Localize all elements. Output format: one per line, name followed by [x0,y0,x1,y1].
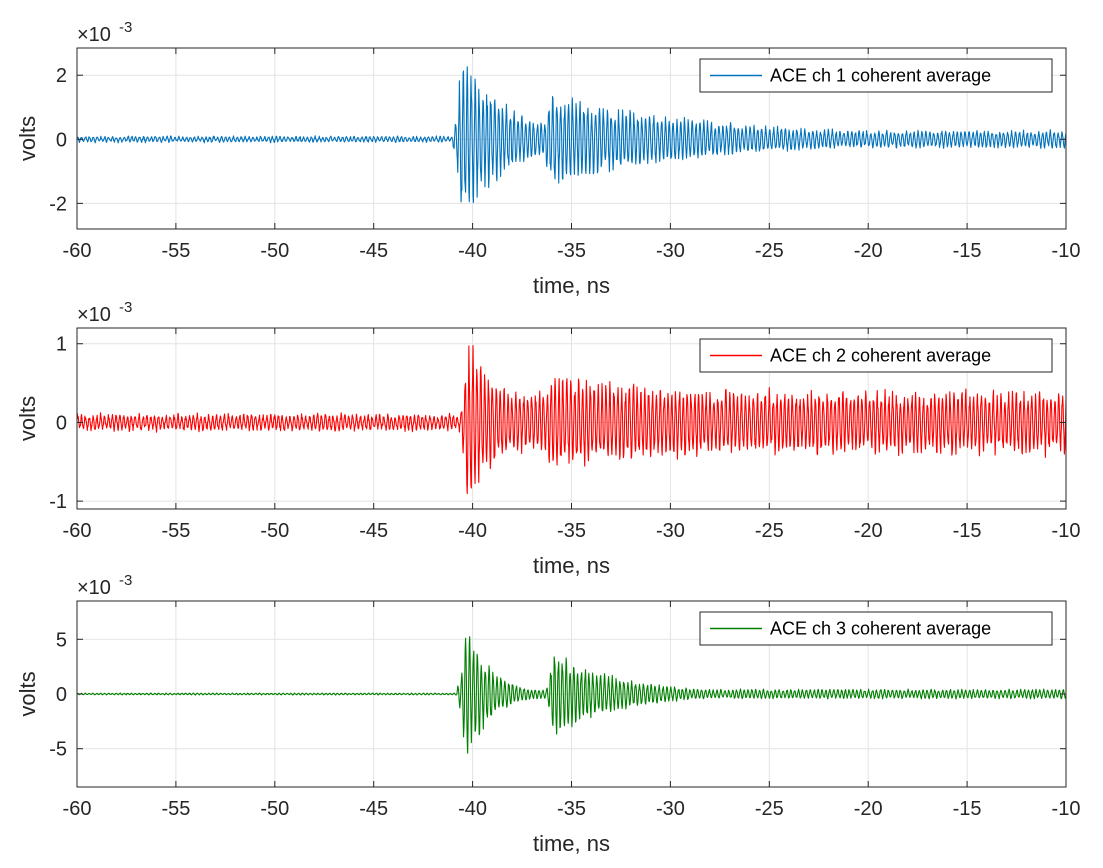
y-tick-label: 1 [56,334,67,356]
x-tick-label: -45 [359,798,388,820]
x-tick-label: -50 [260,798,289,820]
x-tick-label: -20 [854,520,883,542]
legend: ACE ch 2 coherent average [699,338,1053,373]
x-tick-label: -55 [161,798,190,820]
y-tick-label: -5 [49,739,67,761]
y-tick-label: -1 [49,491,67,513]
y-exponent-power: -3 [119,19,132,36]
x-tick-label: -15 [953,520,982,542]
x-tick-label: -10 [1052,798,1081,820]
x-tick-label: -40 [458,520,487,542]
x-tick-label: -30 [656,240,685,262]
legend-entry-label: ACE ch 3 coherent average [770,619,991,639]
x-tick-label: -15 [953,240,982,262]
y-axis-label: volts [15,396,40,441]
subplot-3: -60 -55 -50 -45 -40 -35 -30 -25 -20 -15 -10-505×10… [15,572,1080,856]
y-tick-label: -2 [49,193,67,215]
x-tick-label: -55 [161,240,190,262]
x-tick-label: -50 [260,240,289,262]
x-tick-label: -55 [161,520,190,542]
y-tick-label: 0 [56,129,67,151]
y-axis-label: volts [15,116,40,161]
legend-entry-label: ACE ch 1 coherent average [770,66,991,86]
y-exponent-power: -3 [119,572,132,589]
y-axis-label: volts [15,671,40,716]
x-tick-label: -60 [63,798,92,820]
subplot-2: -60 -55 -50 -45 -40 -35 -30 -25 -20 -15 -10-101×10… [15,299,1080,578]
x-tick-label: -35 [557,520,586,542]
series-line-ch3 [76,636,1067,754]
y-tick-label: 5 [56,629,67,651]
x-tick-label: -25 [755,798,784,820]
x-tick-label: -35 [557,798,586,820]
x-tick-label: -15 [953,798,982,820]
y-exponent-label: ×10 [77,24,111,46]
x-tick-label: -35 [557,240,586,262]
x-tick-label: -60 [63,240,92,262]
x-tick-label: -30 [656,520,685,542]
legend-entry-label: ACE ch 2 coherent average [770,346,991,366]
x-tick-label: -60 [63,520,92,542]
subplot-1: -60 -55 -50 -45 -40 -35 -30 -25 -20 -15 -10-202×10… [15,19,1080,298]
x-tick-label: -40 [458,240,487,262]
y-exponent-label: ×10 [77,577,111,599]
x-axis-label: time, ns [533,831,610,856]
y-tick-label: 0 [56,684,67,706]
x-axis-label: time, ns [533,553,610,578]
x-tick-label: -20 [854,240,883,262]
legend: ACE ch 1 coherent average [699,58,1053,93]
x-tick-label: -10 [1052,520,1081,542]
y-exponent-power: -3 [119,299,132,316]
series-line-ch1 [76,66,1067,204]
x-tick-label: -45 [359,520,388,542]
series-line-ch2 [76,345,1067,495]
x-tick-label: -20 [854,798,883,820]
legend: ACE ch 3 coherent average [699,611,1053,646]
x-tick-label: -25 [755,520,784,542]
y-exponent-label: ×10 [77,304,111,326]
x-tick-label: -45 [359,240,388,262]
y-tick-label: 0 [56,412,67,434]
y-tick-label: 2 [56,65,67,87]
x-axis-label: time, ns [533,273,610,298]
x-tick-label: -25 [755,240,784,262]
x-tick-label: -50 [260,520,289,542]
x-tick-label: -40 [458,798,487,820]
x-tick-label: -10 [1052,240,1081,262]
x-tick-label: -30 [656,798,685,820]
